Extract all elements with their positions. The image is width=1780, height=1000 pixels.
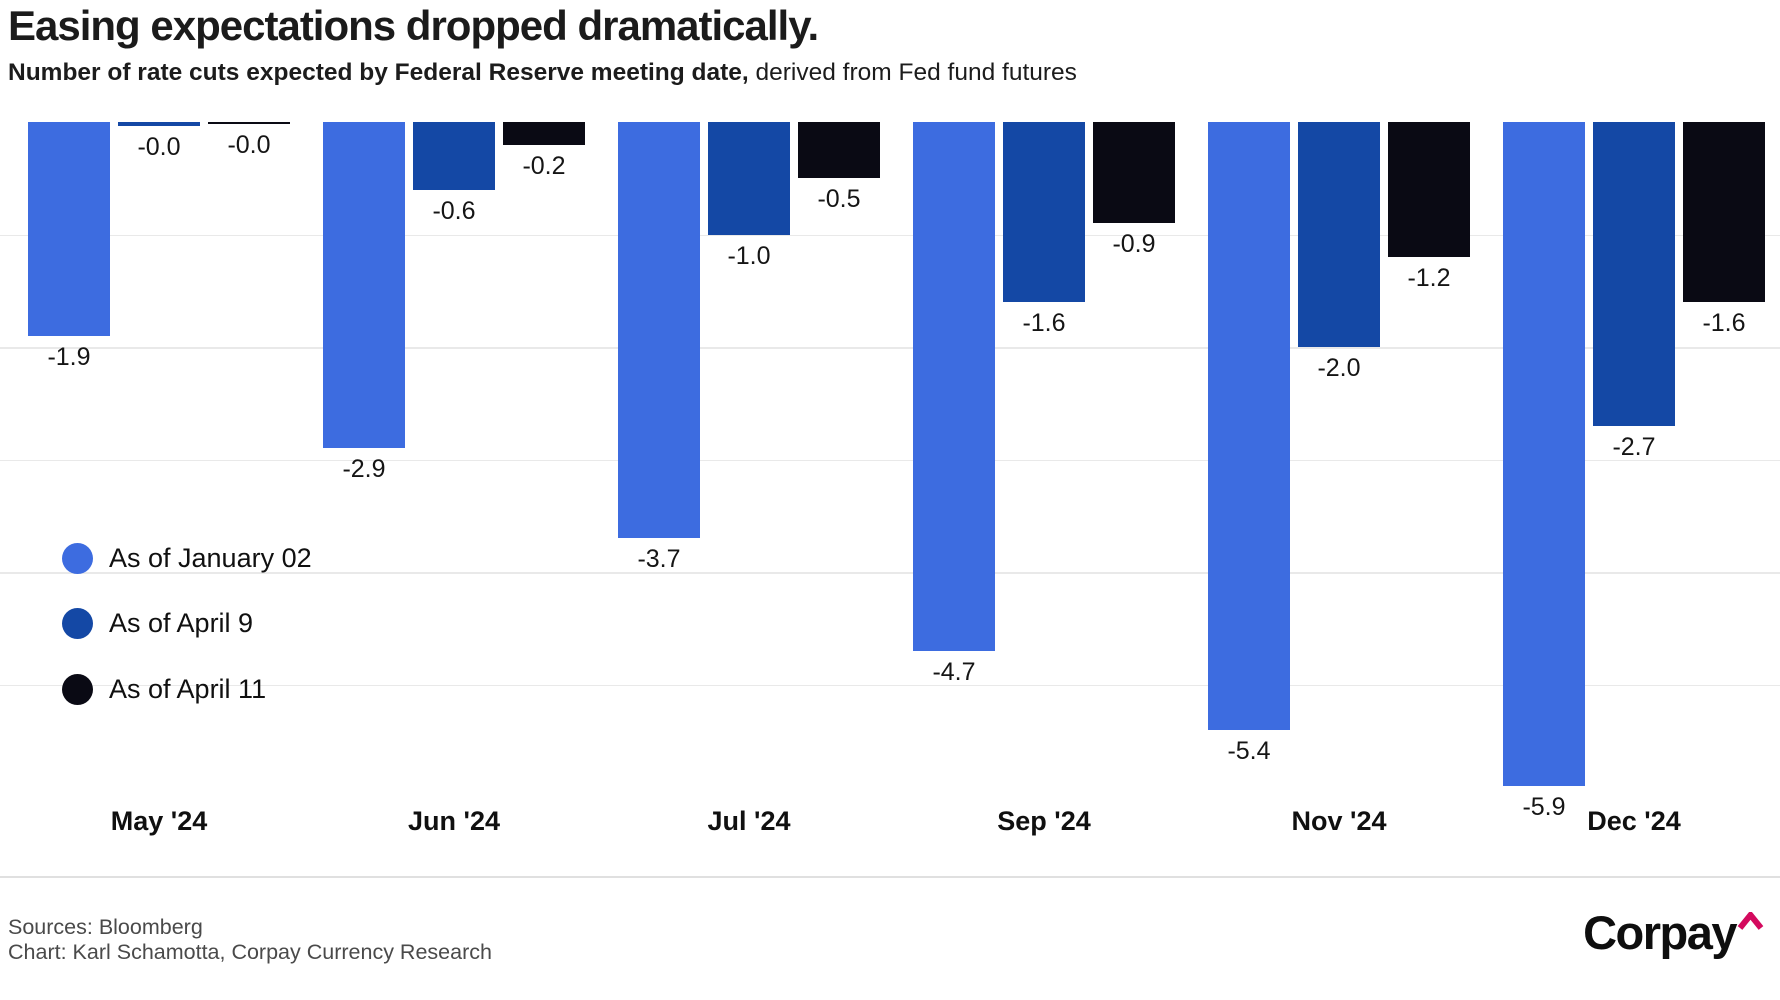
bar [1208, 122, 1290, 730]
bar-value-label: -1.0 [727, 242, 771, 270]
bar [798, 122, 880, 178]
legend-item: As of January 02 [62, 542, 312, 574]
bar-value-label: -0.9 [1112, 230, 1156, 258]
bar-value-label: -0.5 [817, 185, 861, 213]
bar-value-label: -5.9 [1522, 793, 1566, 821]
bar [208, 122, 290, 124]
sources-line: Sources: Bloomberg [8, 915, 203, 939]
bar-value-label: -0.2 [522, 152, 566, 180]
bar [618, 122, 700, 538]
chart-subtitle-emphasis: Number of rate cuts expected by Federal … [8, 59, 749, 86]
bar [323, 122, 405, 448]
bar-value-label: -4.7 [932, 658, 976, 686]
x-axis-label: Nov '24 [1291, 806, 1387, 836]
credit-line: Chart: Karl Schamotta, Corpay Currency R… [8, 940, 492, 964]
legend-swatch [62, 608, 93, 639]
bar [1503, 122, 1585, 786]
footer-divider [0, 876, 1780, 878]
bar [28, 122, 110, 336]
bar-value-label: -0.6 [432, 197, 476, 225]
gridline [0, 459, 1780, 461]
x-axis-label: Dec '24 [1587, 806, 1681, 836]
bar-value-label: -0.0 [227, 131, 271, 159]
corpay-logo-text: Corpay [1583, 906, 1737, 959]
x-axis-label: Jul '24 [707, 806, 791, 836]
bar-value-label: -2.0 [1317, 354, 1361, 382]
bar-value-label: -3.7 [637, 545, 681, 573]
bar-value-label: -1.6 [1702, 309, 1746, 337]
bar [413, 122, 495, 190]
bar [1683, 122, 1765, 302]
bar-value-label: -0.0 [137, 133, 181, 161]
chart-title: Easing expectations dropped dramatically… [8, 2, 819, 49]
chart-subtitle: Number of rate cuts expected by Federal … [8, 59, 1077, 87]
bar [1003, 122, 1085, 302]
legend-label: As of January 02 [109, 542, 312, 573]
bar [1388, 122, 1470, 257]
bar [913, 122, 995, 651]
legend-swatch [62, 542, 93, 574]
bar-value-label: -1.2 [1407, 264, 1451, 292]
legend-item: As of April 9 [62, 608, 253, 640]
bar-value-label: -2.9 [342, 455, 386, 483]
corpay-logo: Corpay [1583, 908, 1764, 958]
chart-subtitle-detail: derived from Fed fund futures [748, 59, 1077, 86]
x-axis-label: May '24 [110, 806, 208, 836]
legend-label: As of April 11 [109, 673, 267, 704]
gridline [0, 347, 1780, 349]
gridline [0, 234, 1780, 236]
bar [708, 122, 790, 235]
legend-item: As of April 11 [62, 673, 266, 705]
bar [1298, 122, 1380, 347]
legend-swatch [62, 673, 93, 705]
bar-value-label: -1.6 [1022, 309, 1066, 337]
x-axis-label: Jun '24 [408, 806, 500, 836]
bar [503, 122, 585, 145]
bar [118, 122, 200, 126]
bar-value-label: -2.7 [1612, 433, 1656, 461]
bar-value-label: -1.9 [47, 343, 91, 371]
gridline [0, 684, 1780, 686]
x-axis-label: Sep '24 [997, 806, 1091, 836]
source-notes: Sources: Bloomberg Chart: Karl Schamotta… [8, 915, 492, 965]
bar [1593, 122, 1675, 426]
gridline [0, 572, 1780, 574]
bar [1093, 122, 1175, 223]
bar-value-label: -5.4 [1227, 737, 1271, 765]
corpay-caret-icon [1737, 912, 1764, 930]
legend-label: As of April 9 [109, 608, 254, 638]
